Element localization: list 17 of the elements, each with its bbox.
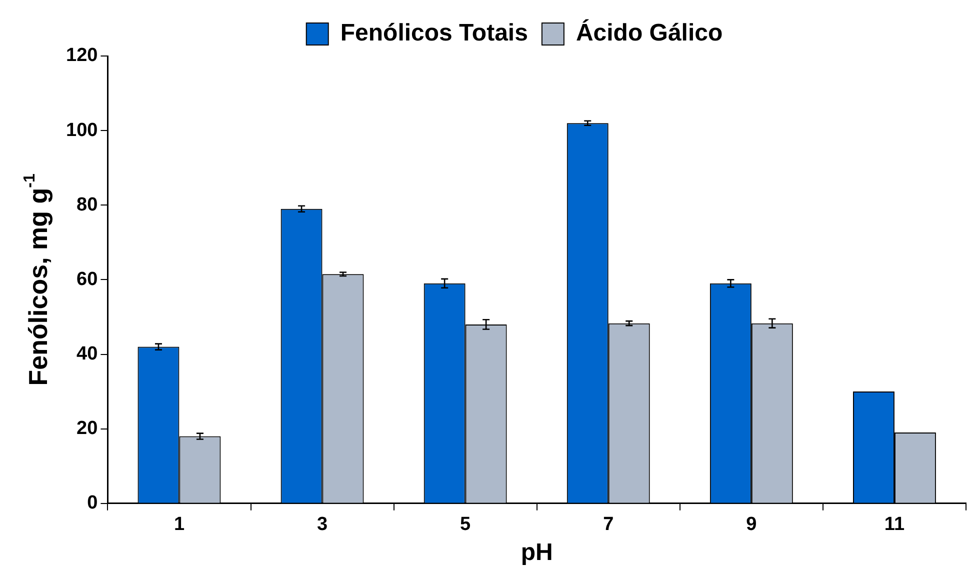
legend-label: Fenólicos Totais <box>340 20 528 47</box>
x-tick-label: 5 <box>460 514 472 536</box>
legend-label: Ácido Gálico <box>576 18 723 47</box>
y-tick-label: 80 <box>76 194 98 216</box>
y-tick-label: 100 <box>66 120 98 141</box>
y-tick-label: 40 <box>76 344 98 364</box>
y-tick-label: 0 <box>87 492 98 514</box>
x-tick-label: 1 <box>174 514 185 536</box>
y-tick-label: 20 <box>76 418 98 440</box>
y-tick-label: 120 <box>66 45 98 66</box>
y-tick-label: 60 <box>76 268 98 290</box>
x-tick-label: 7 <box>603 514 614 536</box>
y-axis-title: Fenólicos, mg g-1 <box>22 174 54 386</box>
x-tick-label: 3 <box>316 514 328 536</box>
x-axis-title: pH <box>520 539 553 566</box>
x-tick-label: 9 <box>746 514 757 536</box>
x-tick-label: 11 <box>884 514 905 536</box>
